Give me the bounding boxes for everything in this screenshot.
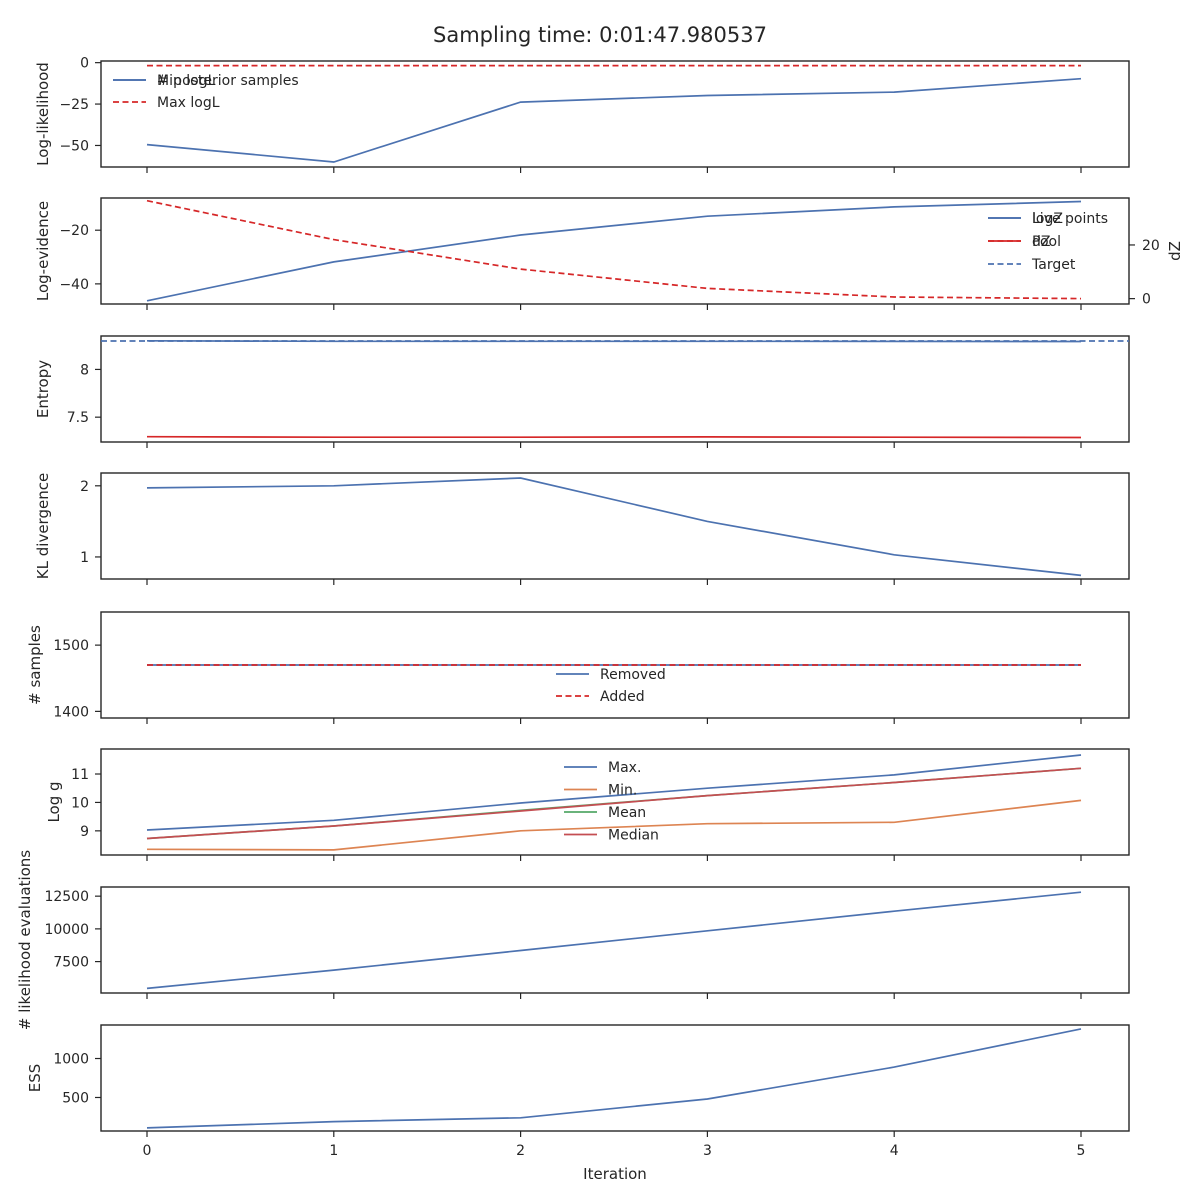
series-line: [146, 435, 1082, 439]
x-tick-label: 0: [143, 1143, 152, 1159]
panel-7: 12500 10000 7500 # likelihood evaluations: [16, 850, 1130, 1030]
y-axis-label: # samples: [26, 625, 44, 705]
y-axis-label: Log g: [45, 781, 63, 822]
legend-label: Live points: [1032, 211, 1108, 227]
panel-5: 1500 1400 # samples Removed Added: [26, 611, 1130, 724]
series-line: [146, 799, 1082, 851]
legend-label: Min logL: [157, 73, 216, 89]
series-line: [146, 200, 1082, 302]
panel-frame: [100, 886, 1130, 994]
x-tick-label: 3: [703, 1143, 712, 1159]
panel-2: −20 −40 0 20 dZ Log-evidence logZ dZ: [34, 197, 1184, 310]
series-line: [146, 891, 1082, 990]
y2-tick-label: 0: [1142, 292, 1151, 308]
legend: Removed Added: [556, 667, 666, 705]
y-tick-label: 0: [80, 56, 89, 72]
legend-label: # posterior samples: [157, 73, 299, 89]
panel-frame: [100, 611, 1130, 719]
legend-label: Pool: [1032, 234, 1061, 250]
x-tick-label: 2: [516, 1143, 525, 1159]
panel-frame: [100, 60, 1130, 168]
y-tick-label: 7500: [53, 955, 89, 971]
y-tick-label: 2: [80, 479, 89, 495]
y2-tick-label: 20: [1142, 238, 1160, 254]
y-tick-label: 1400: [53, 704, 89, 720]
y-tick-label: 500: [62, 1090, 89, 1106]
panels: 0 −25 −50 Log-likelihood Min logL Max logL −20…: [16, 56, 1184, 1159]
panel-6: 11 10 9 Log g Max. Min. Mean Median: [45, 748, 1130, 861]
legend-label: Added: [600, 689, 645, 705]
panel-1: 0 −25 −50 Log-likelihood Min logL Max logL: [34, 56, 1130, 173]
y-axis-label: KL divergence: [34, 473, 52, 579]
y-axis-label: Entropy: [34, 360, 52, 418]
y-tick-label: −20: [59, 223, 89, 239]
y-axis-label: # likelihood evaluations: [16, 850, 34, 1030]
legend-label: Max logL: [157, 95, 220, 111]
y-tick-label: 12500: [44, 889, 89, 905]
panel-frame: [100, 335, 1130, 443]
panel-3: 8 7.5 Entropy Live points Pool Target: [34, 211, 1130, 448]
x-tick-label: 1: [329, 1143, 338, 1159]
y-tick-label: 8: [80, 362, 89, 378]
figure-title: Sampling time: 0:01:47.980537: [433, 23, 767, 47]
x-axis-label: Iteration: [583, 1165, 647, 1183]
series-line: [146, 754, 1082, 831]
y-tick-label: 10000: [44, 922, 89, 938]
y-tick-label: 7.5: [67, 410, 89, 426]
legend-label: Removed: [600, 667, 666, 683]
y2-axis-label: dZ: [1166, 241, 1184, 261]
legend: # posterior samples: [113, 73, 299, 89]
y-tick-label: −40: [59, 277, 89, 293]
y-tick-label: 1000: [53, 1052, 89, 1068]
panel-frame: [100, 472, 1130, 580]
legend: Max. Min. Mean Median: [564, 760, 659, 844]
legend-label: Mean: [608, 805, 646, 821]
legend-label: dZ: [1032, 234, 1050, 250]
series-line: [146, 477, 1082, 577]
panel-frame: [100, 197, 1130, 305]
y-tick-label: −25: [59, 97, 89, 113]
y-axis-label: ESS: [26, 1064, 44, 1093]
legend-label: Target: [1031, 257, 1076, 273]
x-tick-label: 5: [1077, 1143, 1086, 1159]
panel-frame: [100, 1024, 1130, 1132]
x-tick-label: 4: [890, 1143, 899, 1159]
y-tick-label: 1: [80, 550, 89, 566]
series-line: [146, 767, 1082, 840]
y-tick-label: −50: [59, 138, 89, 154]
legend: Live points Pool Target: [988, 211, 1108, 273]
legend-label: logZ: [1032, 211, 1063, 227]
legend-label: Min.: [608, 783, 637, 799]
panel-4: 2 1 KL divergence: [34, 472, 1130, 585]
y-axis-label: Log-evidence: [34, 201, 52, 301]
series-line: [146, 77, 1082, 163]
y-tick-label: 1500: [53, 638, 89, 654]
legend-label: Max.: [608, 760, 641, 776]
legend-label: Median: [608, 828, 659, 844]
y-tick-label: 10: [71, 795, 89, 811]
y-axis-label: Log-likelihood: [34, 62, 52, 166]
y-tick-label: 11: [71, 767, 89, 783]
series-line: [146, 1028, 1082, 1129]
y-tick-label: 9: [80, 824, 89, 840]
panel-8: 0 1 2 3 4 5 1000 500 ESS # posterior samples: [26, 73, 1130, 1159]
series-line: [146, 199, 1082, 300]
